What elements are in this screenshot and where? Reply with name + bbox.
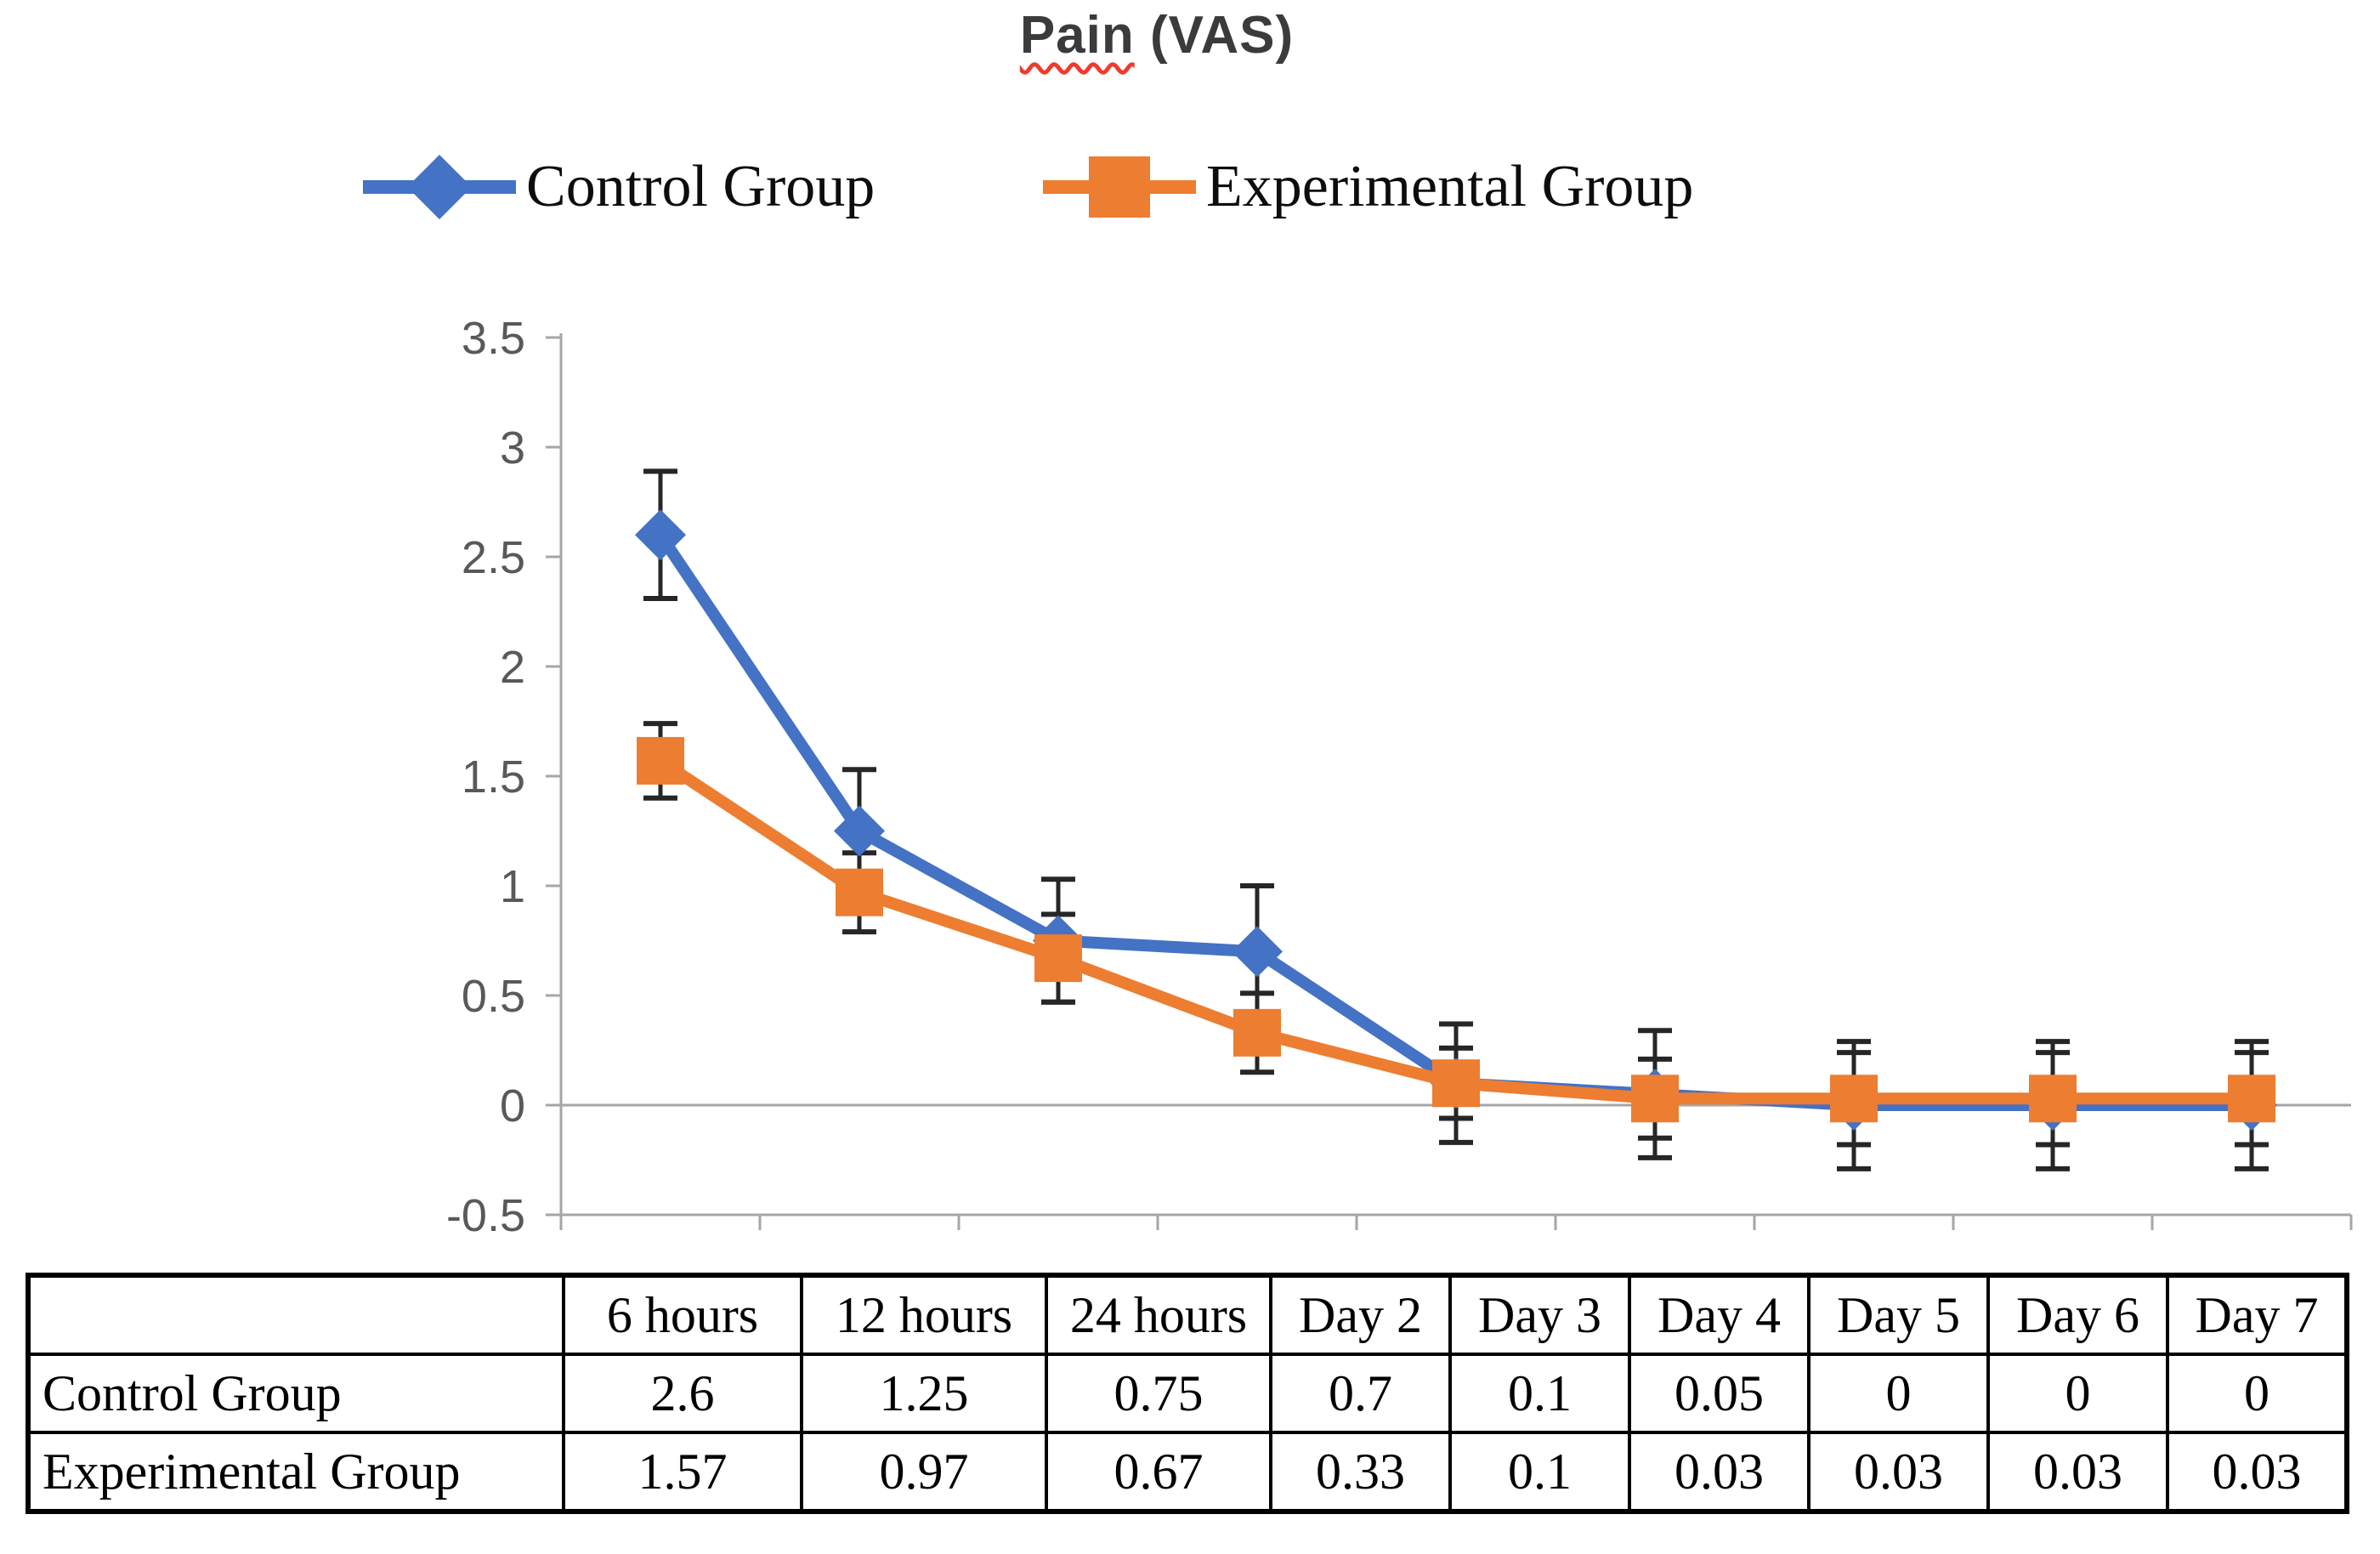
square-marker [1034, 934, 1082, 983]
y-axis-tick-label: 0 [500, 1080, 525, 1131]
legend-item-experimental-group: Experimental Group [1043, 145, 1693, 230]
chart-title-rest: (VAS) [1134, 6, 1295, 65]
table-cell: 0.97 [800, 1431, 1048, 1513]
diamond-marker [834, 805, 885, 857]
y-axis-tick-label: 2 [500, 642, 525, 693]
table-row: Control Group 2.6 1.25 0.75 0.7 0.1 0.05 0 0 0 [26, 1353, 2349, 1434]
table-cell: 0.33 [1269, 1431, 1452, 1513]
table-cell: 0.1 [1448, 1353, 1631, 1434]
data-table-container: 6 hours 12 hours 24 hours Day 2 Day 3 Day 4 Da… [26, 1273, 2349, 1514]
square-marker [1830, 1075, 1878, 1123]
legend-label-control-group: Control Group [526, 154, 876, 219]
y-axis-tick-label: 3 [500, 423, 525, 474]
table-cell: 0.03 [1807, 1431, 1990, 1513]
legend-item-control-group: Control Group [363, 145, 875, 230]
x-axis [559, 1213, 2353, 1230]
table-corner-cell [26, 1273, 565, 1356]
diamond-marker-icon [407, 155, 472, 219]
y-axis-tick-label: 1.5 [462, 751, 525, 803]
y-axis-tick-label: 0.5 [462, 971, 525, 1022]
series-line-control-group [654, 529, 2258, 1111]
y-axis-tick-label: 1 [500, 861, 525, 912]
table-header-cell: 24 hours [1045, 1273, 1272, 1356]
table-row-label: Control Group [26, 1353, 565, 1434]
table-cell: 1.57 [562, 1431, 803, 1513]
y-axis: 3.5 3 2.5 2 1.5 1 0.5 0 -0.5 [446, 313, 563, 1241]
table-cell: 0.03 [1986, 1431, 2169, 1513]
table-header-cell: 6 hours [562, 1273, 803, 1356]
diamond-marker [635, 509, 686, 561]
control-series-swatch [363, 155, 516, 219]
table-cell: 1.25 [800, 1353, 1048, 1434]
table-header-cell: Day 2 [1269, 1273, 1452, 1356]
table-cell: 0.03 [2166, 1431, 2349, 1513]
table-cell: 0.67 [1045, 1431, 1272, 1513]
table-header-cell: 12 hours [800, 1273, 1048, 1356]
table-cell: 0.7 [1269, 1353, 1452, 1434]
square-marker [637, 736, 684, 785]
table-header-cell: Day 7 [2166, 1273, 2349, 1356]
square-marker [2029, 1075, 2077, 1123]
table-header-cell: Day 4 [1628, 1273, 1810, 1356]
table-header-cell: Day 3 [1448, 1273, 1631, 1356]
square-marker [1432, 1059, 1480, 1108]
y-axis-tick-label: 3.5 [462, 313, 525, 364]
table-header-cell: Day 6 [1986, 1273, 2169, 1356]
series-markers-experimental-group [637, 736, 2275, 1123]
table-cell: 0.05 [1628, 1353, 1810, 1434]
y-axis-tick-label: -0.5 [446, 1190, 525, 1241]
table-cell: 0.75 [1045, 1353, 1272, 1434]
table-cell: 0.03 [1628, 1431, 1810, 1513]
chart-title: Pain (VAS) [0, 5, 2314, 65]
table-cell: 0 [1986, 1353, 2169, 1434]
table-cell: 2.6 [562, 1353, 803, 1434]
y-axis-tick-label: 2.5 [462, 532, 525, 583]
table-cell: 0.1 [1448, 1431, 1631, 1513]
square-marker [1233, 1008, 1281, 1057]
diamond-marker [1232, 926, 1283, 978]
legend-label-experimental-group: Experimental Group [1206, 154, 1694, 219]
table-header-cell: Day 5 [1807, 1273, 1990, 1356]
square-marker-icon [1089, 156, 1150, 218]
square-marker [836, 868, 883, 916]
table-cell: 0 [2166, 1353, 2349, 1434]
table-row-label: Experimental Group [26, 1431, 565, 1513]
chart-title-spellcheck-word: Pain [1019, 6, 1135, 65]
data-table: 6 hours 12 hours 24 hours Day 2 Day 3 Day 4 Da… [26, 1273, 2349, 1514]
table-row: Experimental Group 1.57 0.97 0.67 0.33 0.1 0.0… [26, 1431, 2349, 1513]
table-cell: 0 [1807, 1353, 1990, 1434]
square-marker [1631, 1075, 1679, 1123]
table-header-row: 6 hours 12 hours 24 hours Day 2 Day 3 Day 4 Da… [26, 1273, 2349, 1356]
square-marker [2228, 1075, 2275, 1123]
experimental-series-swatch [1043, 156, 1196, 218]
